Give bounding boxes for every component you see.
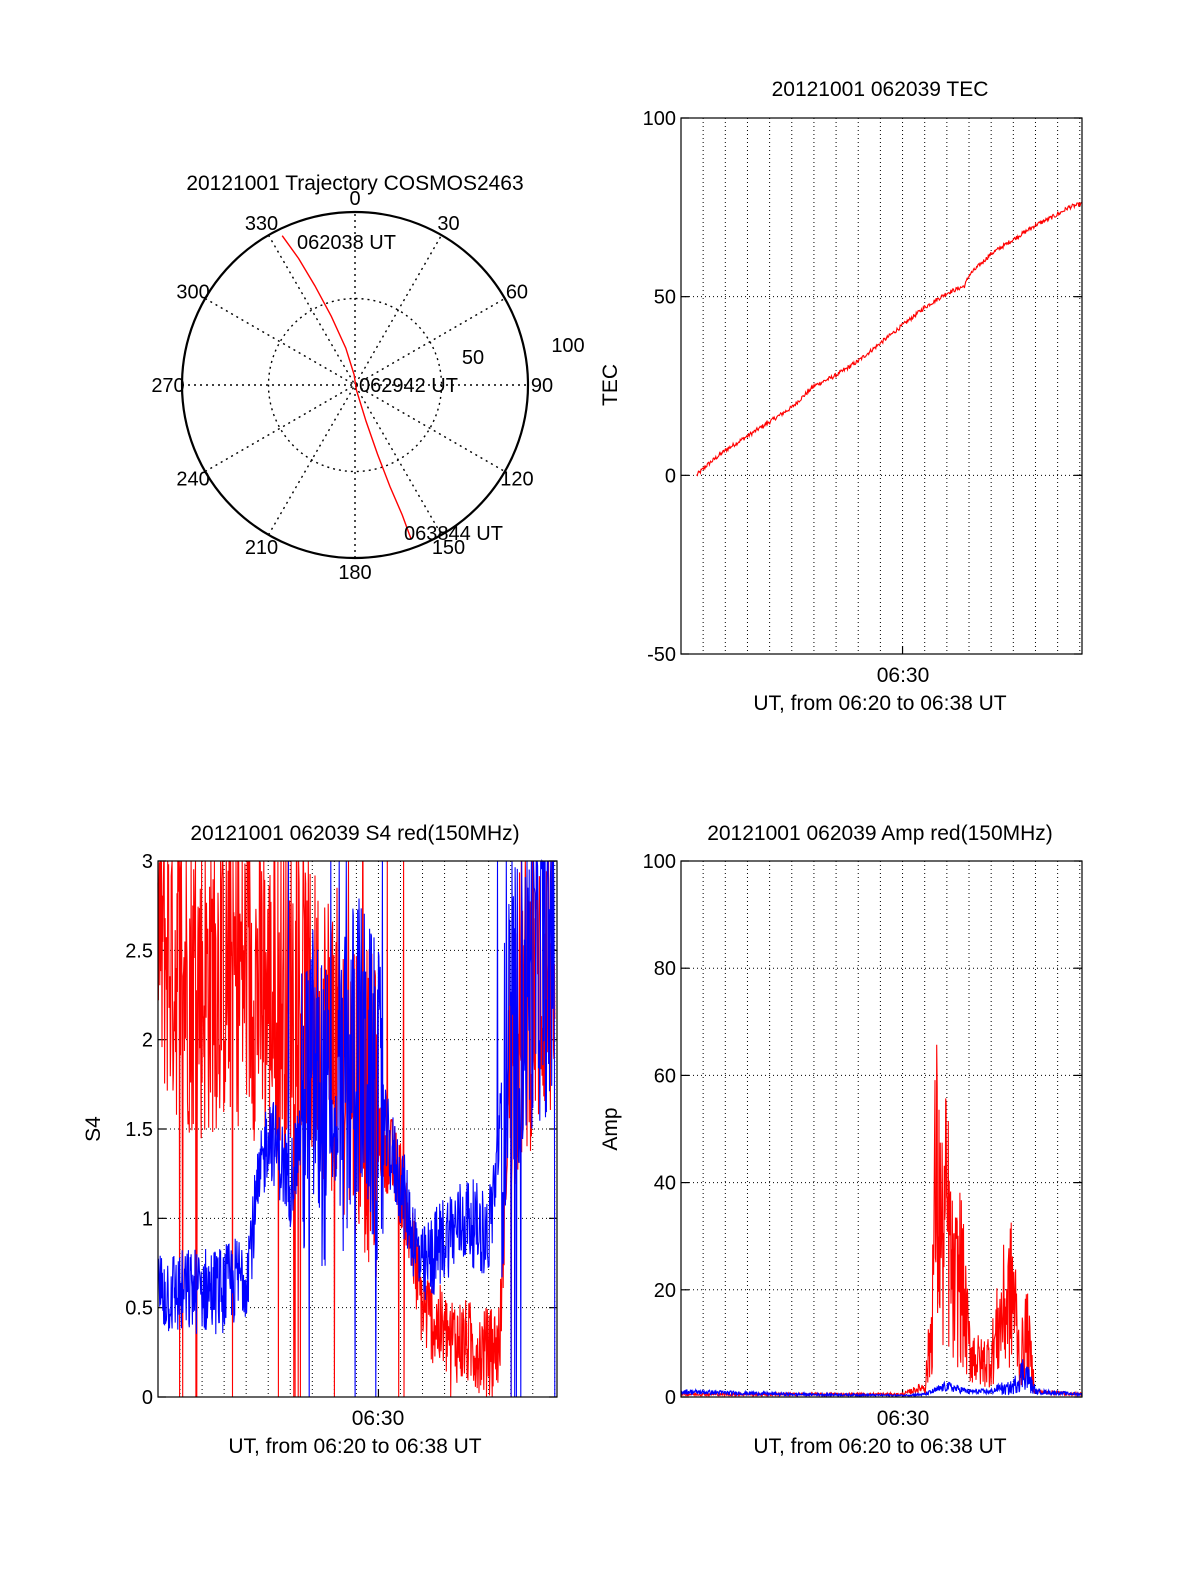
ytick-label: 3 [142, 851, 153, 873]
series-line-blue [157, 859, 556, 1398]
ytick-label: 0 [142, 1387, 153, 1409]
polar-azimuth-labels: 0 30 60 90 120 150 180 210 240 270 300 330 [151, 188, 553, 584]
polar-azimuth-label: 300 [176, 282, 209, 304]
ytick-label: 0 [665, 465, 676, 487]
polar-azimuth-label: 210 [245, 537, 278, 559]
s4-title: 20121001 062039 S4 red(150MHz) [190, 822, 519, 845]
amp-xlabel: UT, from 06:20 to 06:38 UT [753, 1435, 1006, 1458]
tec-xtick-0630: 06:30 [877, 664, 930, 687]
polar-azimuth-label: 270 [151, 375, 184, 397]
polar-spoke [204, 297, 506, 473]
tec-series [696, 201, 1083, 477]
tec-ylabel: TEC [599, 364, 622, 406]
trajectory-title: 20121001 Trajectory COSMOS2463 [186, 172, 523, 195]
polar-spoke [204, 297, 506, 473]
s4-ytick-labels: 0 0.5 1 1.5 2 2.5 3 [125, 851, 153, 1409]
polar-azimuth-label: 30 [437, 213, 459, 235]
amp-xtick-0630: 06:30 [877, 1407, 930, 1430]
polar-azimuth-label: 180 [338, 562, 371, 584]
series-line-red [157, 860, 556, 1398]
polar-azimuth-label: 90 [531, 375, 553, 397]
amp-panel: 20121001 062039 Amp red(150MHz) Amp 06:3… [599, 822, 1083, 1458]
polar-azimuth-label: 0 [349, 188, 360, 210]
s4-xlabel: UT, from 06:20 to 06:38 UT [228, 1435, 481, 1458]
track-mid-label: 062942 UT [359, 375, 458, 397]
ytick-label: 1.5 [125, 1119, 153, 1141]
s4-xtick-0630: 06:30 [352, 1407, 405, 1430]
ytick-label: 40 [654, 1173, 676, 1195]
series-line-blue [680, 1359, 1083, 1399]
ytick-label: 20 [654, 1280, 676, 1302]
polar-azimuth-label: 240 [176, 469, 209, 491]
amp-ytick-labels: 0 20 40 60 80 100 [643, 851, 676, 1409]
ytick-label: 100 [643, 851, 676, 873]
amp-series [680, 1044, 1083, 1399]
tec-xlabel: UT, from 06:20 to 06:38 UT [753, 692, 1006, 715]
ytick-label: -50 [647, 644, 676, 666]
s4-panel: 20121001 062039 S4 red(150MHz) S4 06:30 … [82, 822, 558, 1458]
series-line-red [680, 1044, 1083, 1398]
ytick-label: 60 [654, 1065, 676, 1087]
ytick-label: 1 [142, 1208, 153, 1230]
track-end-label: 063844 UT [404, 523, 503, 545]
polar-spoke [267, 234, 443, 536]
s4-axes-box [157, 860, 558, 1398]
tec-ytick-labels: -50 0 50 100 [643, 108, 676, 666]
polar-azimuth-label: 150 [432, 537, 465, 559]
ytick-label: 2 [142, 1030, 153, 1052]
tec-panel: 20121001 062039 TEC TEC 06:30 UT, from 0… [599, 78, 1083, 715]
amp-axes-box [680, 860, 1083, 1398]
ring-label-100: 100 [551, 335, 584, 357]
ytick-label: 0 [665, 1387, 676, 1409]
ytick-label: 2.5 [125, 940, 153, 962]
tec-title: 20121001 062039 TEC [772, 78, 989, 101]
ytick-label: 100 [643, 108, 676, 130]
ytick-label: 0.5 [125, 1298, 153, 1320]
polar-azimuth-label: 120 [500, 469, 533, 491]
tec-axes-box [680, 117, 1083, 655]
amp-grid [681, 860, 1082, 1398]
ytick-label: 50 [654, 287, 676, 309]
ytick-label: 80 [654, 958, 676, 980]
ring-label-50: 50 [462, 347, 484, 369]
series-line-red [696, 201, 1083, 477]
satellite-track-line [281, 235, 412, 540]
amp-ylabel: Amp [599, 1107, 622, 1150]
amp-title: 20121001 062039 Amp red(150MHz) [707, 822, 1053, 845]
polar-azimuth-label: 60 [506, 282, 528, 304]
track-start-label: 062038 UT [297, 232, 396, 254]
polar-grid [180, 210, 530, 560]
polar-azimuth-label: 330 [245, 213, 278, 235]
s4-series [157, 859, 556, 1398]
s4-ylabel: S4 [82, 1116, 105, 1142]
tec-grid [681, 117, 1082, 655]
polar-spoke [267, 234, 443, 536]
trajectory-polar-plot: 20121001 Trajectory COSMOS2463 0 30 60 90 12… [151, 172, 584, 584]
